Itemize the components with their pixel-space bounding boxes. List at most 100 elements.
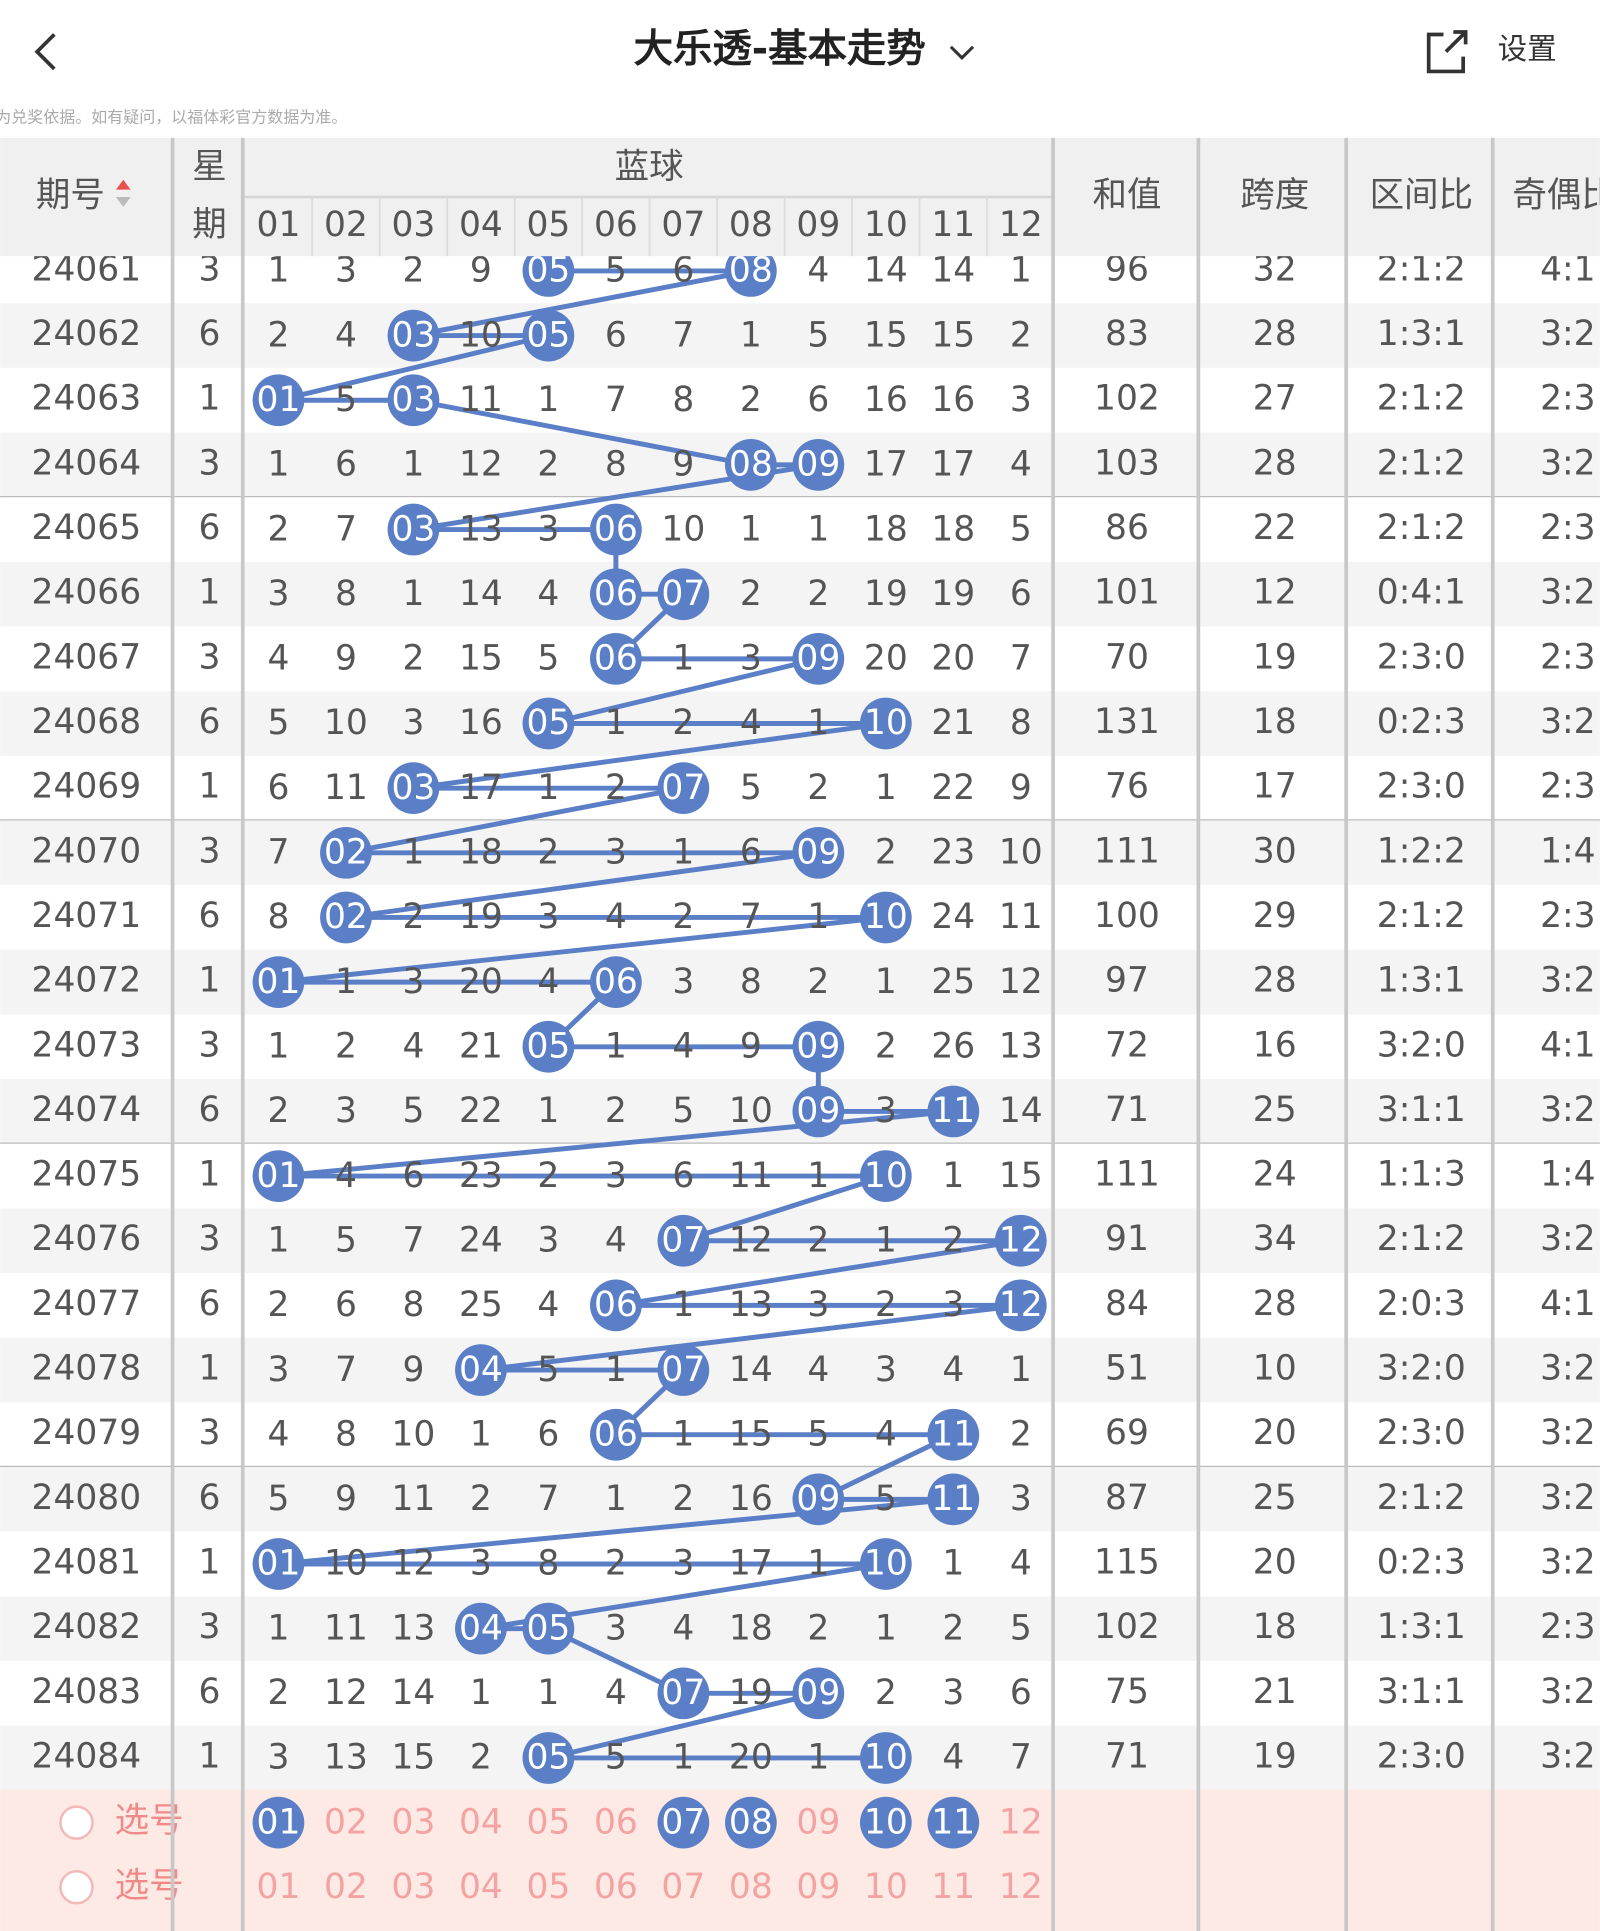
cell-number: 2 <box>740 574 762 614</box>
cell-number: 5 <box>875 1479 897 1519</box>
odd-even: 4:1 <box>1540 1025 1595 1065</box>
odd-even: 3:2 <box>1540 1349 1595 1389</box>
share-icon[interactable] <box>1426 30 1468 74</box>
cell-number: 9 <box>470 251 492 291</box>
cell-number: 9 <box>402 1350 424 1390</box>
sum: 87 <box>1105 1478 1149 1518</box>
odd-even: 2:3 <box>1540 767 1595 807</box>
pick-radio[interactable] <box>59 1870 94 1905</box>
cell-number: 13 <box>391 1608 435 1648</box>
span: 25 <box>1253 1478 1297 1518</box>
ball-number: 01 <box>257 1544 301 1584</box>
period: 24067 <box>32 637 142 677</box>
cell-number: 1 <box>470 1414 492 1454</box>
cell-number: 11 <box>999 897 1043 937</box>
ball-number: 10 <box>864 1156 908 1196</box>
sum: 72 <box>1105 1025 1149 1065</box>
pick-radio[interactable] <box>59 1805 94 1840</box>
ball <box>252 956 305 1008</box>
col-period[interactable]: 期号 <box>36 176 105 216</box>
page-title[interactable]: 大乐透-基本走势 <box>634 26 926 72</box>
cell-number: 2 <box>942 1608 964 1648</box>
ball <box>994 1279 1047 1332</box>
cell-number: 2 <box>537 833 559 873</box>
span: 28 <box>1253 314 1297 354</box>
ball <box>859 1538 912 1590</box>
back-button[interactable] <box>34 33 56 71</box>
cell-number: 3 <box>537 1220 559 1260</box>
settings-button[interactable]: 设置 <box>1498 32 1557 66</box>
ball <box>657 762 710 815</box>
cell-number: 21 <box>931 703 975 743</box>
sum: 111 <box>1094 1155 1160 1195</box>
col-blue-number: 02 <box>324 205 368 245</box>
top-bar <box>0 0 1600 138</box>
cell-number: 4 <box>402 1027 424 1067</box>
ball-number: 11 <box>931 1414 975 1454</box>
cell-number: 15 <box>729 1414 773 1454</box>
weekday: 6 <box>199 702 221 742</box>
cell-number: 18 <box>864 509 908 549</box>
span: 25 <box>1253 1090 1297 1130</box>
cell-number: 2 <box>537 445 559 485</box>
ball <box>859 891 912 944</box>
cell-number: 13 <box>324 1738 368 1778</box>
cell-number: 3 <box>470 1544 492 1584</box>
ball <box>387 374 440 427</box>
cell-number: 7 <box>402 1220 424 1260</box>
span: 19 <box>1253 637 1297 677</box>
cell-number: 14 <box>931 251 975 291</box>
odd-even: 3:2 <box>1540 1736 1595 1776</box>
cell-number: 02 <box>324 1802 368 1842</box>
ball-number: 08 <box>729 445 773 485</box>
cell-number: 15 <box>391 1738 435 1778</box>
ball-number: 09 <box>796 1673 840 1713</box>
cell-number: 4 <box>335 1156 357 1196</box>
col-blue-number: 11 <box>931 205 975 245</box>
ball-number: 07 <box>661 768 705 808</box>
cell-number: 3 <box>267 1350 289 1390</box>
cell-number: 26 <box>931 1027 975 1067</box>
weekday: 1 <box>199 1543 221 1583</box>
span: 29 <box>1253 896 1297 936</box>
cell-number: 6 <box>335 445 357 485</box>
cell-number: 2 <box>807 768 829 808</box>
cell-number: 18 <box>931 509 975 549</box>
weekday: 3 <box>199 637 221 677</box>
sum: 102 <box>1094 379 1160 419</box>
ball-number: 04 <box>459 1350 503 1390</box>
span: 24 <box>1253 1155 1297 1195</box>
ball-number: 10 <box>864 897 908 937</box>
cell-number: 4 <box>807 251 829 291</box>
weekday: 3 <box>199 443 221 483</box>
ball-number: 05 <box>526 1608 570 1648</box>
odd-even: 3:2 <box>1540 1090 1595 1130</box>
cell-number: 4 <box>537 574 559 614</box>
sum: 83 <box>1105 314 1149 354</box>
sum: 115 <box>1094 1543 1160 1583</box>
ball-number: 08 <box>729 251 773 291</box>
ball <box>252 1150 305 1202</box>
sum: 69 <box>1105 1413 1149 1453</box>
ball <box>792 826 845 879</box>
zone-ratio: 2:0:3 <box>1377 1284 1466 1324</box>
period: 24068 <box>32 702 142 742</box>
title-dropdown[interactable] <box>949 45 975 61</box>
cell-number: 3 <box>740 639 762 679</box>
cell-number: 3 <box>672 962 694 1002</box>
cell-number: 1 <box>537 380 559 420</box>
sum: 100 <box>1094 896 1160 936</box>
cell-number: 12 <box>391 1544 435 1584</box>
col-weekday: 期 <box>192 205 226 245</box>
cell-number: 4 <box>267 1414 289 1454</box>
cell-number: 20 <box>864 639 908 679</box>
ball-number: 06 <box>594 1414 638 1454</box>
cell-number: 1 <box>267 1608 289 1648</box>
odd-even: 3:2 <box>1540 961 1595 1001</box>
ball-number: 12 <box>999 1285 1043 1325</box>
row-bg <box>0 497 1600 562</box>
ball-number: 03 <box>391 315 435 355</box>
weekday: 1 <box>199 573 221 613</box>
cell-number: 1 <box>335 962 357 1002</box>
